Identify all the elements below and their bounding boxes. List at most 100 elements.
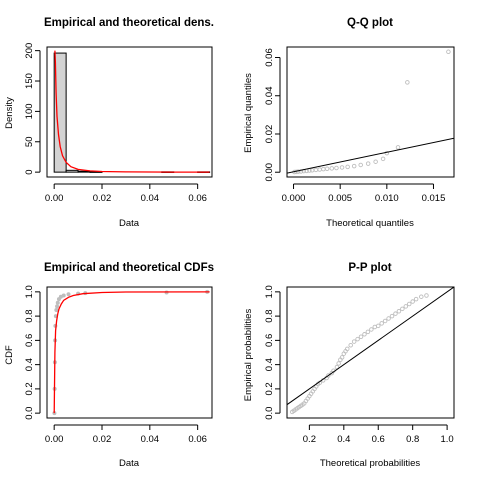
density-title: Empirical and theoretical dens. [44,17,214,29]
pp-y-tick-label: 1.0 [264,285,275,298]
cdf-ylabel: CDF [4,345,15,365]
pp-point [379,321,384,326]
density-plot-frame [46,46,213,178]
cdf-panel: Empirical and theoretical CDFs Data CDF … [4,262,214,469]
cdf-x-tick-label: 0.00 [45,434,64,445]
pp-point [400,306,405,312]
cdf-xlabel: Data [119,458,140,469]
density-y-tick-label: 50 [24,136,35,147]
qq-y-tick-label: 0.06 [264,48,275,67]
qq-title: Q-Q plot [347,17,393,29]
qq-y-tick-label: 0.00 [264,163,275,182]
qq-ylabel: Empirical quantiles [243,73,254,153]
density-y-tick-label: 150 [24,73,35,89]
pp-point [326,373,331,378]
cdf-y-tick-label: 0.6 [24,334,35,347]
pp-point [355,336,360,342]
empirical-cdf-point [55,300,60,305]
density-x-tick-label: 0.06 [188,193,207,204]
pp-point [410,299,415,304]
pp-point [362,332,367,337]
pp-point [396,309,402,314]
density-x-tick-label: 0.00 [45,193,64,204]
qq-point [351,163,357,169]
pp-point [334,364,340,370]
qq-reference-line [287,137,454,174]
density-y-tick-label: 200 [24,43,35,59]
pp-point [406,301,412,307]
density-y-tick-label: 0 [24,169,35,174]
qq-point [324,166,330,172]
qq-point [298,169,304,174]
pp-point [389,313,395,319]
pp-point [339,355,345,360]
cdf-x-tick-label: 0.06 [188,434,207,445]
qq-point [345,164,350,170]
qq-point [329,166,335,171]
pp-point [424,293,429,298]
empirical-cdf-point [66,292,71,297]
cdf-y-tick-label: 0.0 [24,407,35,420]
empirical-cdf-point [61,293,66,298]
density-ylabel: Density [4,97,15,129]
qq-point [405,80,410,85]
pp-point [369,327,374,332]
qq-point [358,162,363,168]
cdf-y-tick-label: 0.2 [24,382,35,395]
pp-point [386,316,391,321]
pp-title: P-P plot [348,262,391,274]
pp-point [413,296,419,302]
cdf-title: Empirical and theoretical CDFs [44,262,214,274]
pp-x-tick-label: 1.0 [441,434,454,445]
density-curve [54,50,210,173]
density-x-tick-label: 0.02 [93,193,112,204]
pp-x-tick-label: 0.4 [337,434,350,445]
pp-y-tick-label: 0.0 [264,407,275,420]
cdf-y-tick-label: 1.0 [24,285,35,298]
histogram-bar [77,170,91,173]
cdf-x-tick-label: 0.04 [141,434,160,445]
qq-point [339,165,345,170]
pp-x-tick-label: 0.2 [303,434,316,445]
qq-point [373,159,378,164]
cdf-x-tick-label: 0.02 [93,434,112,445]
qq-point [380,156,386,162]
pp-point [419,294,424,299]
pp-xlabel: Theoretical probabilities [320,458,421,469]
empirical-cdf-point [54,308,59,313]
histogram-bar [65,169,79,173]
theoretical-cdf-curve [53,291,210,414]
pp-point [336,361,341,366]
pp-y-tick-label: 0.4 [264,358,275,371]
pp-point [348,342,353,348]
qq-point [365,161,371,166]
qq-point [446,49,451,55]
pp-point [358,334,364,339]
pp-point [403,304,409,309]
qq-plot-frame [286,46,455,178]
qq-point [334,165,339,171]
pp-plot-frame [286,286,455,419]
qq-y-tick-label: 0.02 [264,125,275,144]
empirical-cdf-point [55,304,60,309]
pp-y-tick-label: 0.8 [264,310,275,323]
pp-point [375,323,381,329]
cdf-y-tick-label: 0.8 [24,310,35,323]
density-xlabel: Data [119,218,140,229]
qq-panel: Q-Q plot Theoretical quantiles Empirical… [243,17,455,229]
pp-x-tick-label: 0.8 [406,434,419,445]
pp-y-tick-label: 0.2 [264,382,275,395]
cdf-plot-frame [46,286,213,419]
pp-panel: P-P plot Theoretical probabilities Empir… [243,262,455,469]
qq-x-tick-label: 0.005 [328,193,352,204]
pp-ylabel: Empirical probabilities [243,309,254,402]
qq-x-tick-label: 0.015 [422,193,446,204]
pp-point [393,311,398,316]
pp-point [382,318,388,324]
pp-point [345,346,350,352]
pp-point [351,339,357,344]
pp-y-tick-label: 0.6 [264,334,275,347]
histogram-bar [53,52,67,173]
